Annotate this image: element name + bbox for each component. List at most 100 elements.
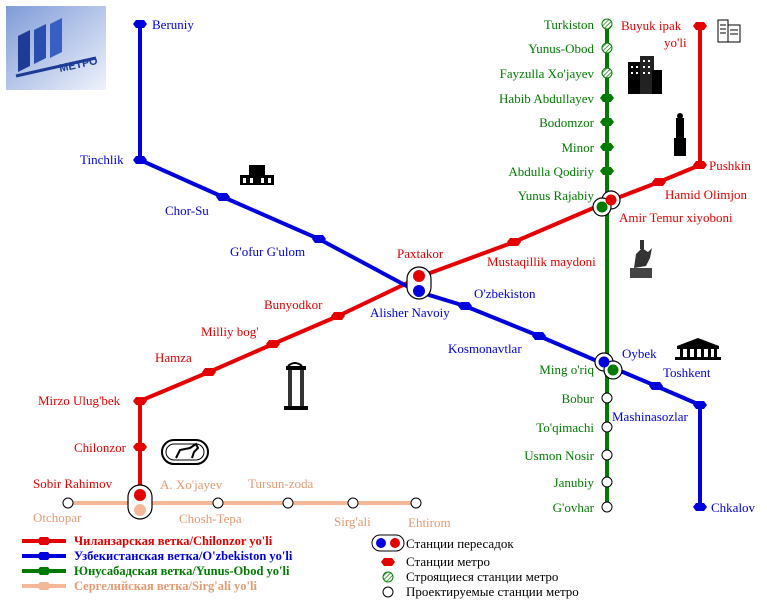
transfer-amir-temur-yunus-rajabiy[interactable] [592,190,621,217]
station-marker-fayzulla[interactable] [601,67,613,79]
station-label-chor-su[interactable]: Chor-Su [165,203,209,218]
museum-icon [675,338,721,360]
station-marker-minor[interactable] [600,143,614,151]
station-marker-beruniy[interactable] [133,20,147,28]
station-marker-hamza[interactable] [202,368,216,376]
station-marker-toqimachi[interactable] [601,421,613,433]
station-marker-gofur-gulom[interactable] [312,235,326,243]
station-marker-mirzo-ulugbek[interactable] [133,397,147,405]
station-label-yunus-obod[interactable]: Yunus-Obod [528,41,594,56]
station-label-alisher-navoiy[interactable]: Alisher Navoiy [370,305,450,320]
station-marker-toshkent[interactable] [649,382,663,390]
station-label-amir-temur[interactable]: Amir Temur xiyoboni [619,210,733,225]
station-marker-chor-su[interactable] [216,193,230,201]
station-marker-chilonzor[interactable] [133,443,147,451]
station-label-hamza[interactable]: Hamza [155,350,192,365]
legend-label-planned: Проектируемые станции метро [406,584,579,599]
station-label-buyuk-ipak[interactable]: Buyuk ipak [621,18,682,33]
station-label-milliy-bog[interactable]: Milliy bog' [201,324,259,339]
transfer-oybek-ming-oriq[interactable] [594,352,623,380]
transfer-a-xojayev[interactable] [127,484,153,520]
legend-label-chilonzor: Чиланзарская ветка/Chilonzor yo'li [74,534,273,548]
station-label-tinchlik[interactable]: Tinchlik [80,152,124,167]
station-marker-hamid-olimjon[interactable] [652,178,666,186]
station-label-buyuk-ipak-2[interactable]: yo'li [664,35,687,50]
station-marker-sirgali[interactable] [347,497,359,509]
station-label-turkiston[interactable]: Turkiston [544,17,595,32]
transfer-paxtakor-alisher-navoiy[interactable] [406,266,432,300]
legend-symbols: Станции пересадок Станции метро Строящие… [371,534,579,599]
station-label-ming-oriq[interactable]: Ming o'riq [539,362,594,377]
station-marker-mustaqillik[interactable] [507,238,521,246]
station-marker-usmon-nosir[interactable] [601,449,613,461]
station-label-ozbekiston[interactable]: O'zbekiston [474,286,536,301]
station-label-toqimachi[interactable]: To'qimachi [536,420,594,435]
station-label-paxtakor[interactable]: Paxtakor [397,246,444,261]
legend-item-transfer: Станции пересадок [371,534,514,552]
station-marker-bobur[interactable] [601,392,613,404]
station-label-chkalov[interactable]: Chkalov [711,500,756,515]
station-marker-abdulla-qodiriy[interactable] [600,167,614,175]
station-label-chilonzor[interactable]: Chilonzor [74,440,127,455]
peach-line-labels: Otchopar Chosh-Tepa Tursun-zoda Sirg'ali… [33,476,451,530]
station-marker-milliy-bog[interactable] [266,340,280,348]
station-marker-tursun-zoda[interactable] [282,497,294,509]
red-line-labels: Buyuk ipak yo'li Pushkin Hamid Olimjon A… [33,18,751,491]
station-label-minor[interactable]: Minor [562,140,595,155]
station-marker-otchopar[interactable] [62,497,74,509]
station-label-sobir-rahimov[interactable]: Sobir Rahimov [33,476,113,491]
station-label-bobur[interactable]: Bobur [562,391,595,406]
station-label-hamid-olimjon[interactable]: Hamid Olimjon [665,187,747,202]
station-marker-habib[interactable] [600,94,614,102]
station-label-tursun-zoda[interactable]: Tursun-zoda [248,476,313,491]
station-label-toshkent[interactable]: Toshkent [663,365,711,380]
station-marker-chkalov[interactable] [693,503,707,511]
station-label-mirzo-ulugbek[interactable]: Mirzo Ulug'bek [38,393,121,408]
station-label-oybek[interactable]: Oybek [622,346,657,361]
legend-label-yunusobod: Юнусабадская ветка/Yunus-Obod yo'li [74,564,290,578]
station-label-chosh-tepa[interactable]: Chosh-Tepa [179,511,242,526]
station-label-gofur-gulom[interactable]: G'ofur G'ulom [230,244,305,259]
station-marker-ehtirom[interactable] [410,497,422,509]
station-marker-govhar[interactable] [601,501,613,513]
legend-label-transfer: Станции пересадок [406,536,514,551]
station-label-kosmonavtlar[interactable]: Kosmonavtlar [448,341,522,356]
station-markers [62,18,707,513]
legend-item-ozbekiston: Узбекистанская ветка/O'zbekiston yo'li [22,549,293,563]
statue-icon [674,113,686,156]
legend-lines: Чиланзарская ветка/Chilonzor yo'li Узбек… [22,534,293,593]
station-marker-bunyodkor[interactable] [331,312,345,320]
station-label-govhar[interactable]: G'ovhar [553,500,595,515]
station-marker-turkiston[interactable] [601,18,613,30]
station-marker-pushkin[interactable] [693,161,707,169]
legend-item-construction: Строящиеся станции метро [382,569,558,584]
station-marker-ozbekiston[interactable] [458,302,472,310]
station-label-janubiy[interactable]: Janubiy [554,475,595,490]
station-label-bunyodkor[interactable]: Bunyodkor [264,297,323,312]
station-marker-janubiy[interactable] [601,476,613,488]
station-label-pushkin[interactable]: Pushkin [709,158,751,173]
station-label-sirgali[interactable]: Sirg'ali [334,514,371,529]
station-marker-kosmonavtlar[interactable] [532,332,546,340]
station-marker-mashinasozlar[interactable] [693,401,707,409]
station-label-mashinasozlar[interactable]: Mashinasozlar [612,409,688,424]
station-label-ehtirom[interactable]: Ehtirom [408,515,451,530]
station-label-beruniy[interactable]: Beruniy [152,17,194,32]
station-marker-tinchlik[interactable] [133,156,147,164]
station-label-a-xojayev[interactable]: A. Xo'jayev [160,477,223,492]
station-label-mustaqillik[interactable]: Mustaqillik maydoni [487,254,596,269]
station-marker-bodomzor[interactable] [600,118,614,126]
station-marker-yunus-obod[interactable] [601,42,613,54]
station-label-fayzulla[interactable]: Fayzulla Xo'jayev [500,66,595,81]
station-label-bodomzor[interactable]: Bodomzor [539,115,595,130]
station-marker-chosh-tepa[interactable] [212,497,224,509]
station-label-yunus-rajabiy[interactable]: Yunus Rajabiy [518,188,595,203]
station-label-otchopar[interactable]: Otchopar [33,510,82,525]
station-label-usmon-nosir[interactable]: Usmon Nosir [524,448,594,463]
line-blue-path [138,24,702,507]
station-label-habib[interactable]: Habib Abdullayev [499,91,594,106]
station-label-abdulla-qodiriy[interactable]: Abdulla Qodiriy [508,164,594,179]
station-marker-buyuk-ipak[interactable] [693,22,707,30]
